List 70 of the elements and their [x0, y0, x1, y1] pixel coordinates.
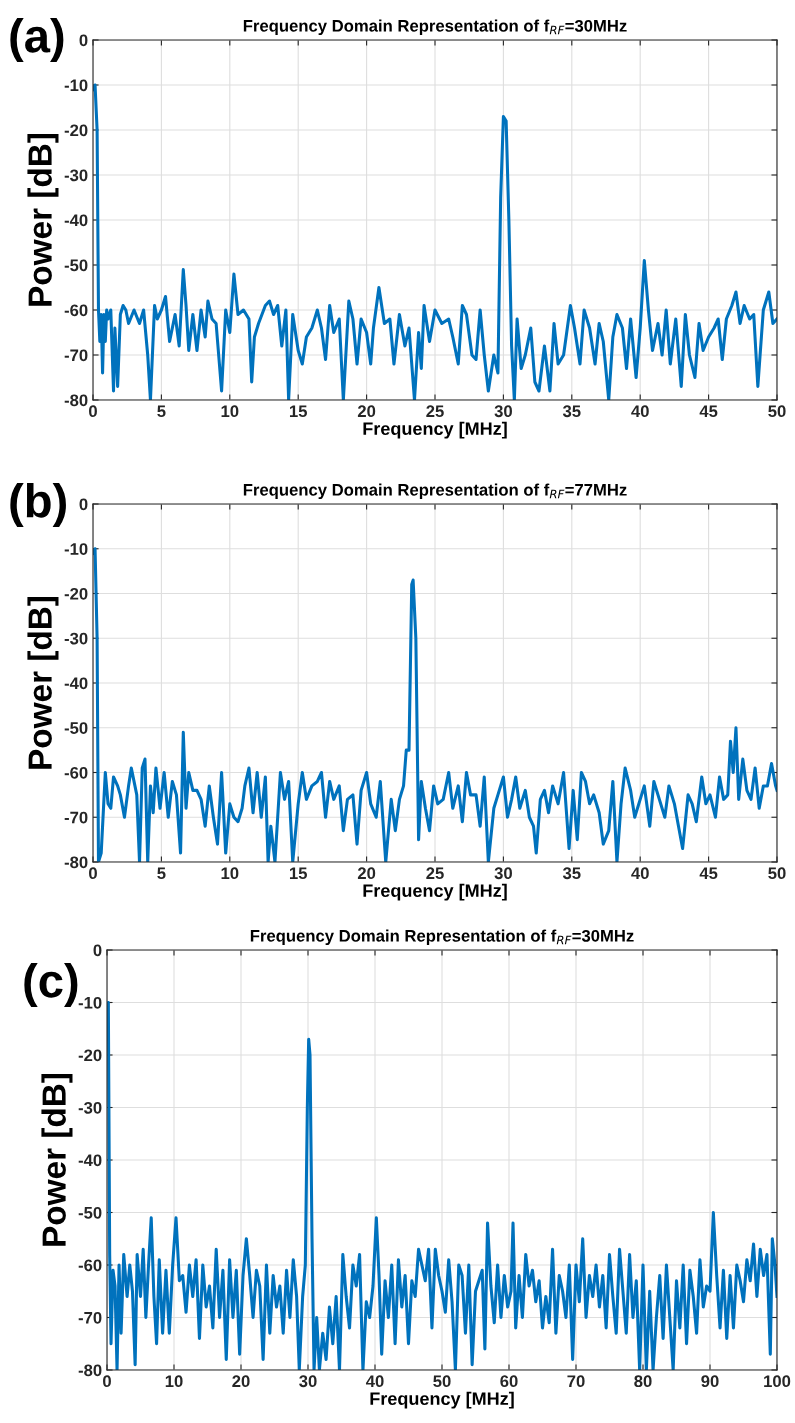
x-tick-label: 40 [365, 1375, 384, 1388]
x-tick-label: 35 [562, 867, 581, 880]
y-tick-label: -30 [78, 1101, 102, 1114]
x-tick-label: 30 [299, 1375, 317, 1388]
y-tick-label: -80 [64, 856, 88, 869]
y-tick-label: 0 [79, 498, 88, 511]
text: (c) [24, 962, 78, 1008]
chart-title: Frequency Domain Representation of f$_{RF}$=77MHz [243, 483, 627, 500]
x-tick-label: 40 [631, 867, 649, 880]
x-tick-label: 20 [357, 405, 376, 418]
x-axis-title: Frequency [MHz] [363, 883, 507, 901]
x-tick-label: 25 [426, 867, 444, 880]
y-tick-label: -70 [64, 811, 88, 824]
x-tick-label: 60 [500, 1375, 518, 1388]
x-tick-label: 70 [567, 1375, 585, 1388]
y-tick-label: -60 [64, 766, 88, 779]
y-tick-label: -50 [64, 259, 88, 272]
x-tick-label: 5 [157, 867, 166, 880]
x-tick-label: 0 [103, 1375, 111, 1388]
y-tick-label: -80 [78, 1364, 102, 1377]
x-tick-label: 30 [494, 405, 512, 418]
chart-title: Frequency Domain Representation of f$_{RF}$=30MHz [250, 929, 634, 946]
y-tick-label: -10 [64, 543, 88, 555]
x-tick-label: 100 [764, 1375, 791, 1388]
x-tick-label: 50 [768, 405, 786, 418]
x-tick-label: 50 [433, 1375, 451, 1388]
y-axis-title: Power [dB] [27, 596, 59, 769]
y-tick-label: -30 [64, 169, 88, 182]
y-tick-label: -40 [64, 677, 88, 690]
x-axis-title: Frequency [MHz] [363, 421, 507, 439]
y-tick-label: -40 [78, 1154, 102, 1167]
x-tick-label: 50 [768, 867, 786, 880]
x-tick-label: 90 [701, 1375, 719, 1388]
x-axis-title: Frequency [MHz] [370, 1391, 514, 1409]
y-tick-label: -30 [64, 632, 88, 645]
x-tick-label: 20 [357, 867, 376, 880]
y-tick-label: -20 [78, 1049, 102, 1062]
x-tick-label: 10 [221, 867, 239, 880]
x-tick-label: 5 [157, 405, 166, 418]
x-tick-label: 10 [221, 405, 239, 418]
y-tick-label: 0 [93, 944, 102, 957]
x-tick-label: 20 [232, 1375, 250, 1388]
x-tick-label: 35 [562, 405, 581, 418]
y-tick-label: -20 [64, 587, 88, 600]
y-tick-label: -50 [78, 1206, 102, 1219]
x-tick-label: 40 [631, 405, 649, 418]
y-tick-label: -80 [64, 394, 88, 407]
x-tick-label: 80 [634, 1375, 652, 1388]
y-tick-label: -70 [78, 1311, 102, 1324]
y-tick-label: 0 [79, 34, 88, 47]
text: (a) [10, 17, 64, 63]
x-tick-label: 15 [289, 405, 308, 418]
y-tick-label: -50 [64, 722, 88, 734]
x-tick-label: 45 [699, 405, 718, 418]
y-tick-label: -10 [64, 79, 88, 92]
x-tick-label: 30 [494, 867, 512, 880]
y-tick-label: -60 [64, 304, 88, 317]
y-tick-label: -20 [64, 124, 88, 137]
y-axis-title: Power [dB] [27, 133, 59, 306]
y-axis-title: Power [dB] [41, 1073, 73, 1246]
y-tick-label: -60 [78, 1259, 102, 1272]
x-tick-label: 25 [426, 405, 444, 418]
y-tick-label: -40 [64, 214, 88, 227]
y-tick-label: -70 [64, 349, 88, 362]
x-tick-label: 10 [165, 1375, 183, 1388]
x-tick-label: 15 [289, 867, 308, 880]
text: (b) [10, 482, 66, 528]
chart-title: Frequency Domain Representation of f$_{RF}$=30MHz [243, 19, 627, 36]
x-tick-label: 45 [699, 867, 718, 880]
y-tick-label: -10 [78, 996, 102, 1009]
